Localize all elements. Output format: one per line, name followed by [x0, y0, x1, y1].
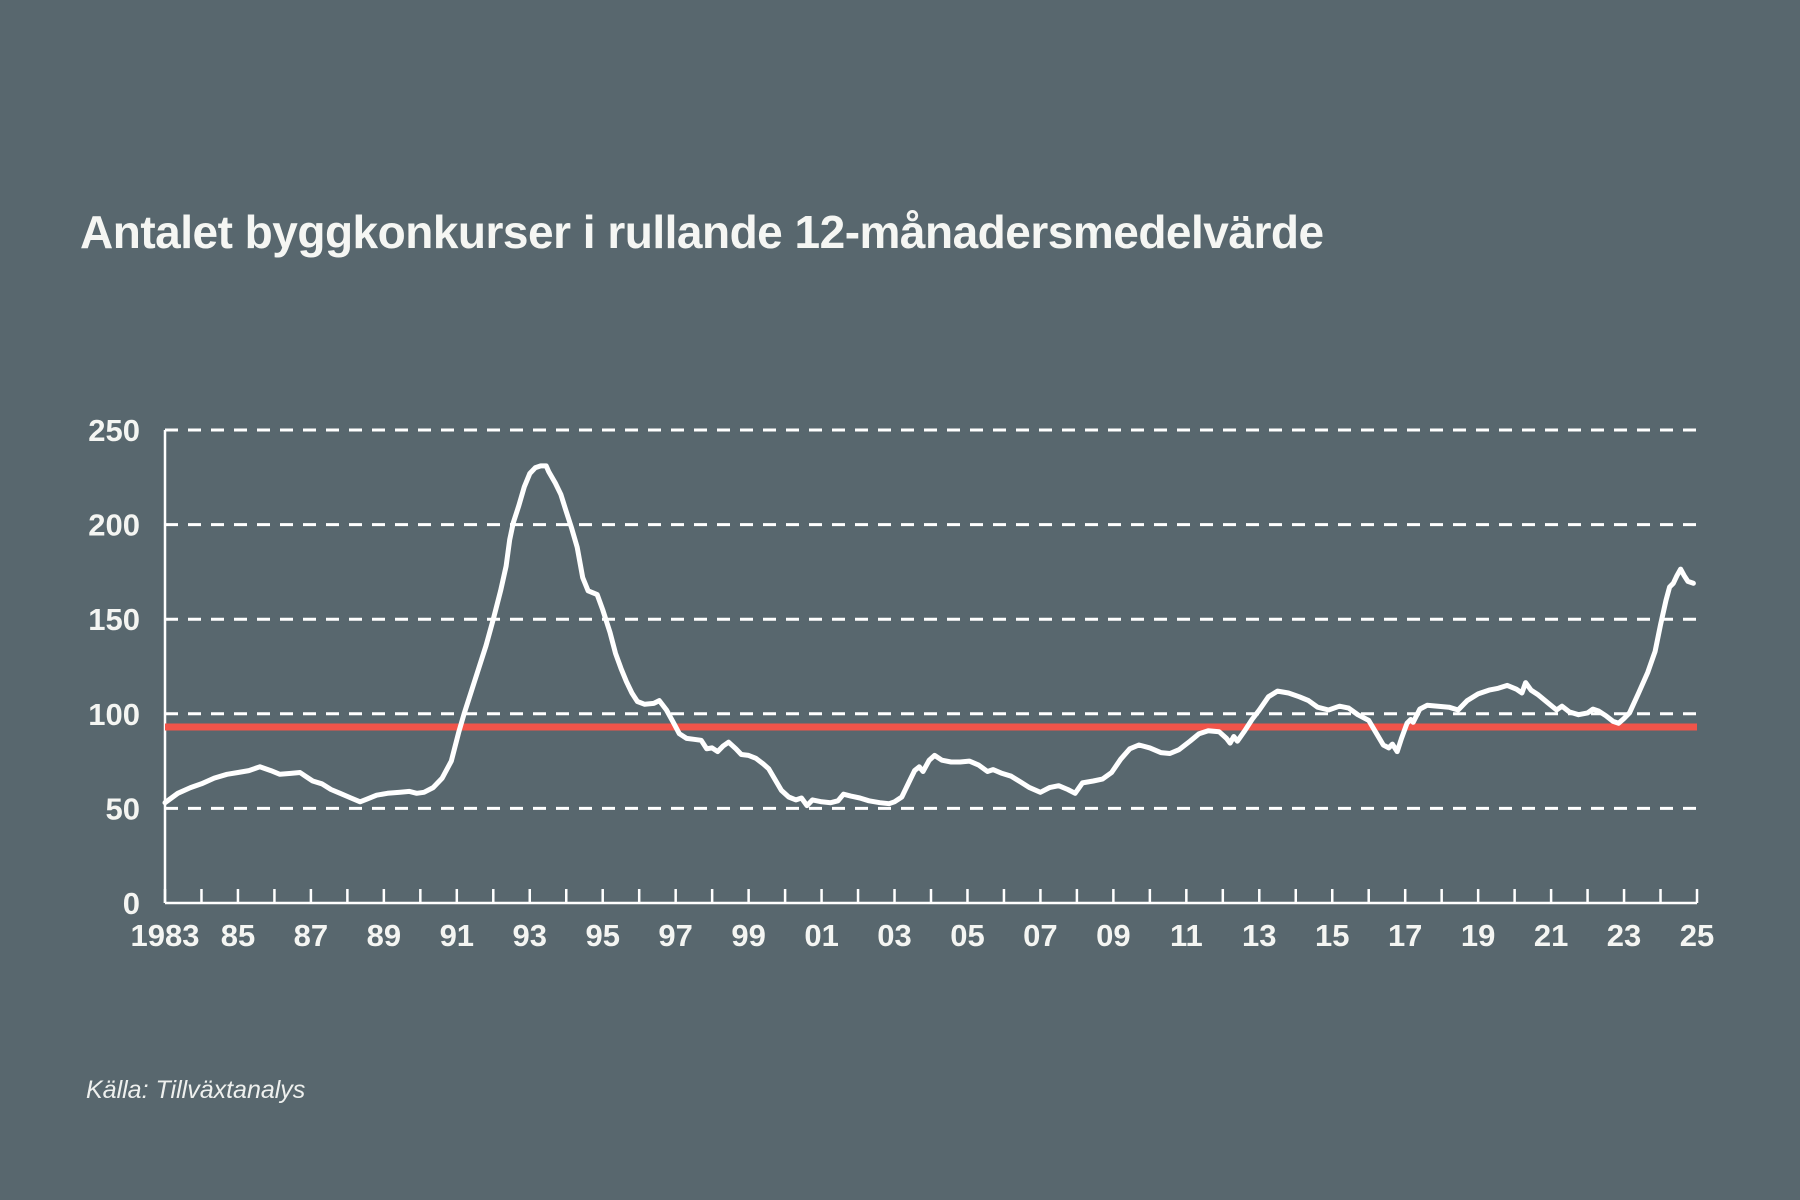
x-tick-label: 15 [1315, 918, 1349, 953]
x-tick-label: 05 [950, 918, 984, 953]
x-tick-label: 03 [877, 918, 911, 953]
y-tick-label: 0 [123, 886, 140, 921]
x-tick-label: 11 [1170, 918, 1203, 953]
x-tick-label: 89 [367, 918, 401, 953]
y-tick-label: 50 [106, 791, 140, 826]
data-series-line [162, 463, 1696, 809]
x-tick-label: 09 [1096, 918, 1130, 953]
x-tick-label: 13 [1242, 918, 1276, 953]
x-tick-label: 19 [1461, 918, 1495, 953]
x-tick-label: 85 [221, 918, 255, 953]
x-tick-label: 23 [1607, 918, 1641, 953]
y-tick-label: 200 [88, 508, 140, 543]
x-tick-label: 91 [440, 918, 474, 953]
x-tick-label: 01 [804, 918, 838, 953]
x-tick-label: 1983 [131, 918, 200, 953]
x-tick-label: 93 [513, 918, 547, 953]
source-note: Källa: Tillväxtanalys [86, 1076, 306, 1104]
y-tick-label: 250 [88, 413, 140, 448]
x-tick-label: 21 [1534, 918, 1568, 953]
x-tick-label: 87 [294, 918, 328, 953]
x-tick-label: 25 [1680, 918, 1714, 953]
x-tick-label: 95 [585, 918, 619, 953]
x-tick-label: 99 [731, 918, 765, 953]
x-tick-label: 07 [1023, 918, 1057, 953]
y-tick-label: 150 [88, 602, 140, 637]
x-tick-label: 97 [658, 918, 692, 953]
x-tick-label: 17 [1388, 918, 1422, 953]
y-tick-label: 100 [88, 697, 140, 732]
page-title: Antalet byggkonkurser i rullande 12-måna… [80, 206, 1324, 258]
